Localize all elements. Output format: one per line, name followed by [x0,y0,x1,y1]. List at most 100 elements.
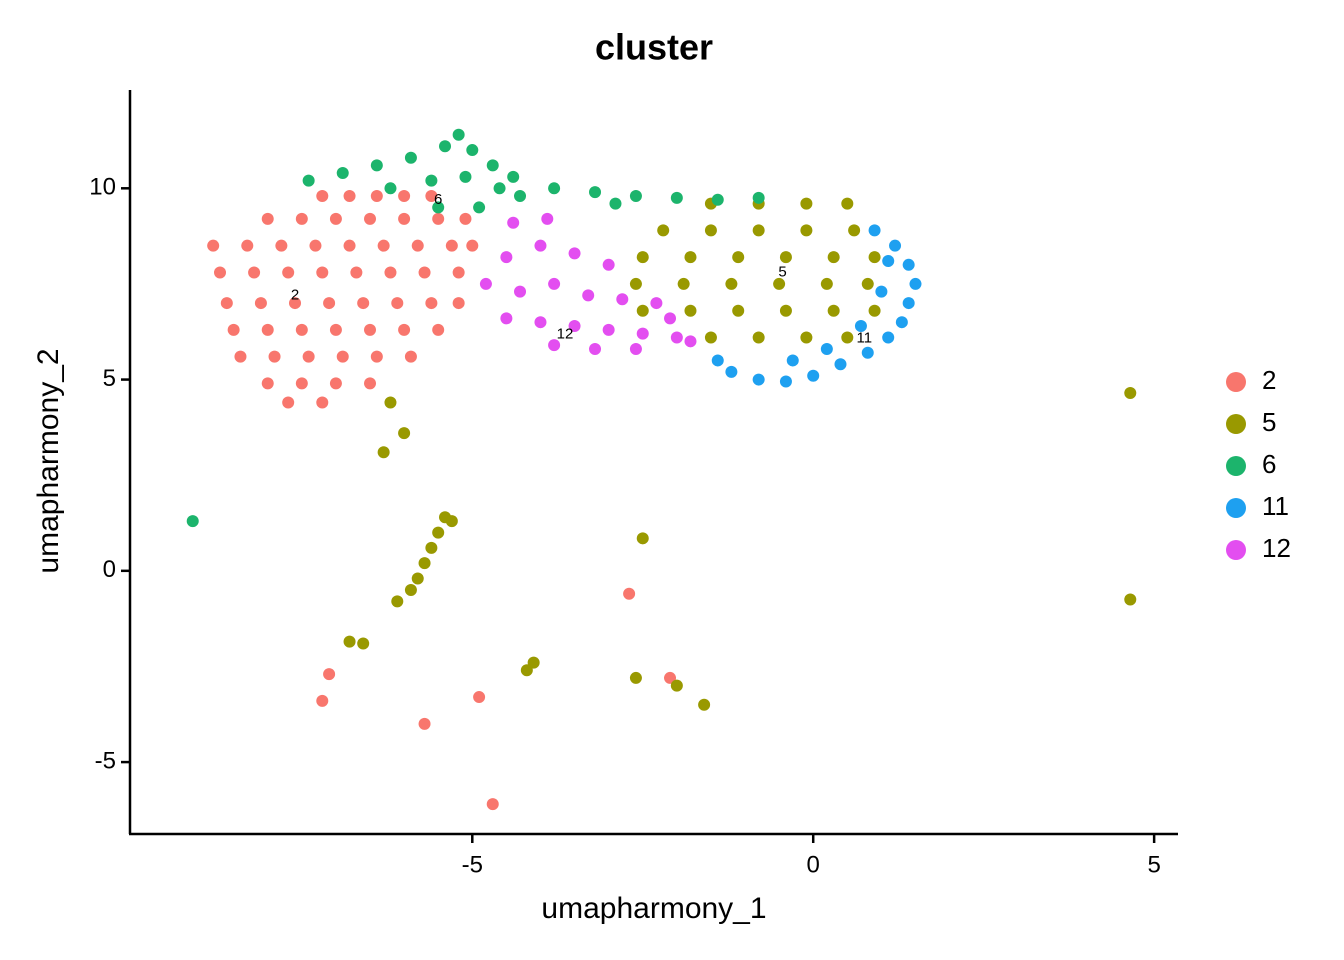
point [350,266,363,279]
point [507,216,520,229]
point [425,297,438,310]
point [220,297,233,310]
point [445,239,458,252]
point [418,717,431,730]
point [336,167,349,180]
y-axis-label: umapharmony_2 [32,348,65,573]
point [500,251,513,264]
point [882,254,895,267]
point [889,239,902,252]
point [514,189,527,202]
point [752,191,765,204]
point [548,277,561,290]
point [370,189,383,202]
point [316,694,329,707]
point [357,637,370,650]
point [404,583,417,596]
legend-swatch [1226,414,1246,434]
point [868,251,881,264]
point [861,277,874,290]
point [616,293,629,306]
legend-swatch [1226,456,1246,476]
point [398,189,411,202]
point [704,331,717,344]
point [364,323,377,336]
point [459,212,472,225]
point [302,174,315,187]
point [432,212,445,225]
cluster-label: 5 [778,263,786,280]
point [316,396,329,409]
point [398,323,411,336]
point [411,572,424,585]
point [364,377,377,390]
y-tick-label: -5 [95,747,116,774]
x-axis-label: umapharmony_1 [541,892,766,925]
point [486,159,499,172]
point [711,354,724,367]
point [329,212,342,225]
x-tick-label: 5 [1147,851,1160,878]
x-tick-label: 0 [807,851,820,878]
point [343,189,356,202]
point [418,266,431,279]
x-tick-label: -5 [462,851,483,878]
point [418,557,431,570]
point [834,358,847,371]
point [493,182,506,195]
point [684,304,697,317]
point [391,297,404,310]
point [329,323,342,336]
point [479,277,492,290]
point [248,266,261,279]
point [439,140,452,153]
point [473,691,486,704]
point [343,635,356,648]
point [909,277,922,290]
point [316,189,329,202]
point [752,224,765,237]
point [500,312,513,325]
point [800,331,813,344]
point [725,277,738,290]
point [268,350,281,363]
point [752,373,765,386]
point [295,212,308,225]
point [1124,593,1137,606]
point [391,595,404,608]
point [827,251,840,264]
point [664,312,677,325]
point [466,144,479,157]
legend-swatch [1226,540,1246,560]
cluster-label: 2 [291,286,299,303]
point [207,239,220,252]
point [295,323,308,336]
point [854,320,867,333]
point [548,182,561,195]
point [186,515,199,528]
point [629,342,642,355]
point [677,277,690,290]
point [773,277,786,290]
point [800,224,813,237]
y-tick-label: 5 [103,365,116,392]
point [425,541,438,554]
point [384,396,397,409]
cluster-label: 6 [434,191,442,208]
point [507,170,520,183]
point [541,212,554,225]
point [657,224,670,237]
point [227,323,240,336]
chart-title: cluster [595,27,713,68]
point [582,289,595,302]
point [377,446,390,459]
point [568,320,581,333]
point [261,212,274,225]
point [779,304,792,317]
point [289,297,302,310]
point [452,266,465,279]
point [902,258,915,271]
point [241,239,254,252]
point [452,297,465,310]
